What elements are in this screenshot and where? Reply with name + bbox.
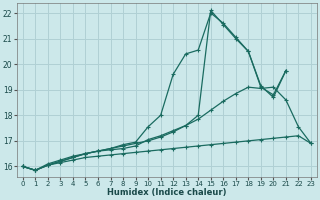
X-axis label: Humidex (Indice chaleur): Humidex (Indice chaleur) <box>107 188 227 197</box>
